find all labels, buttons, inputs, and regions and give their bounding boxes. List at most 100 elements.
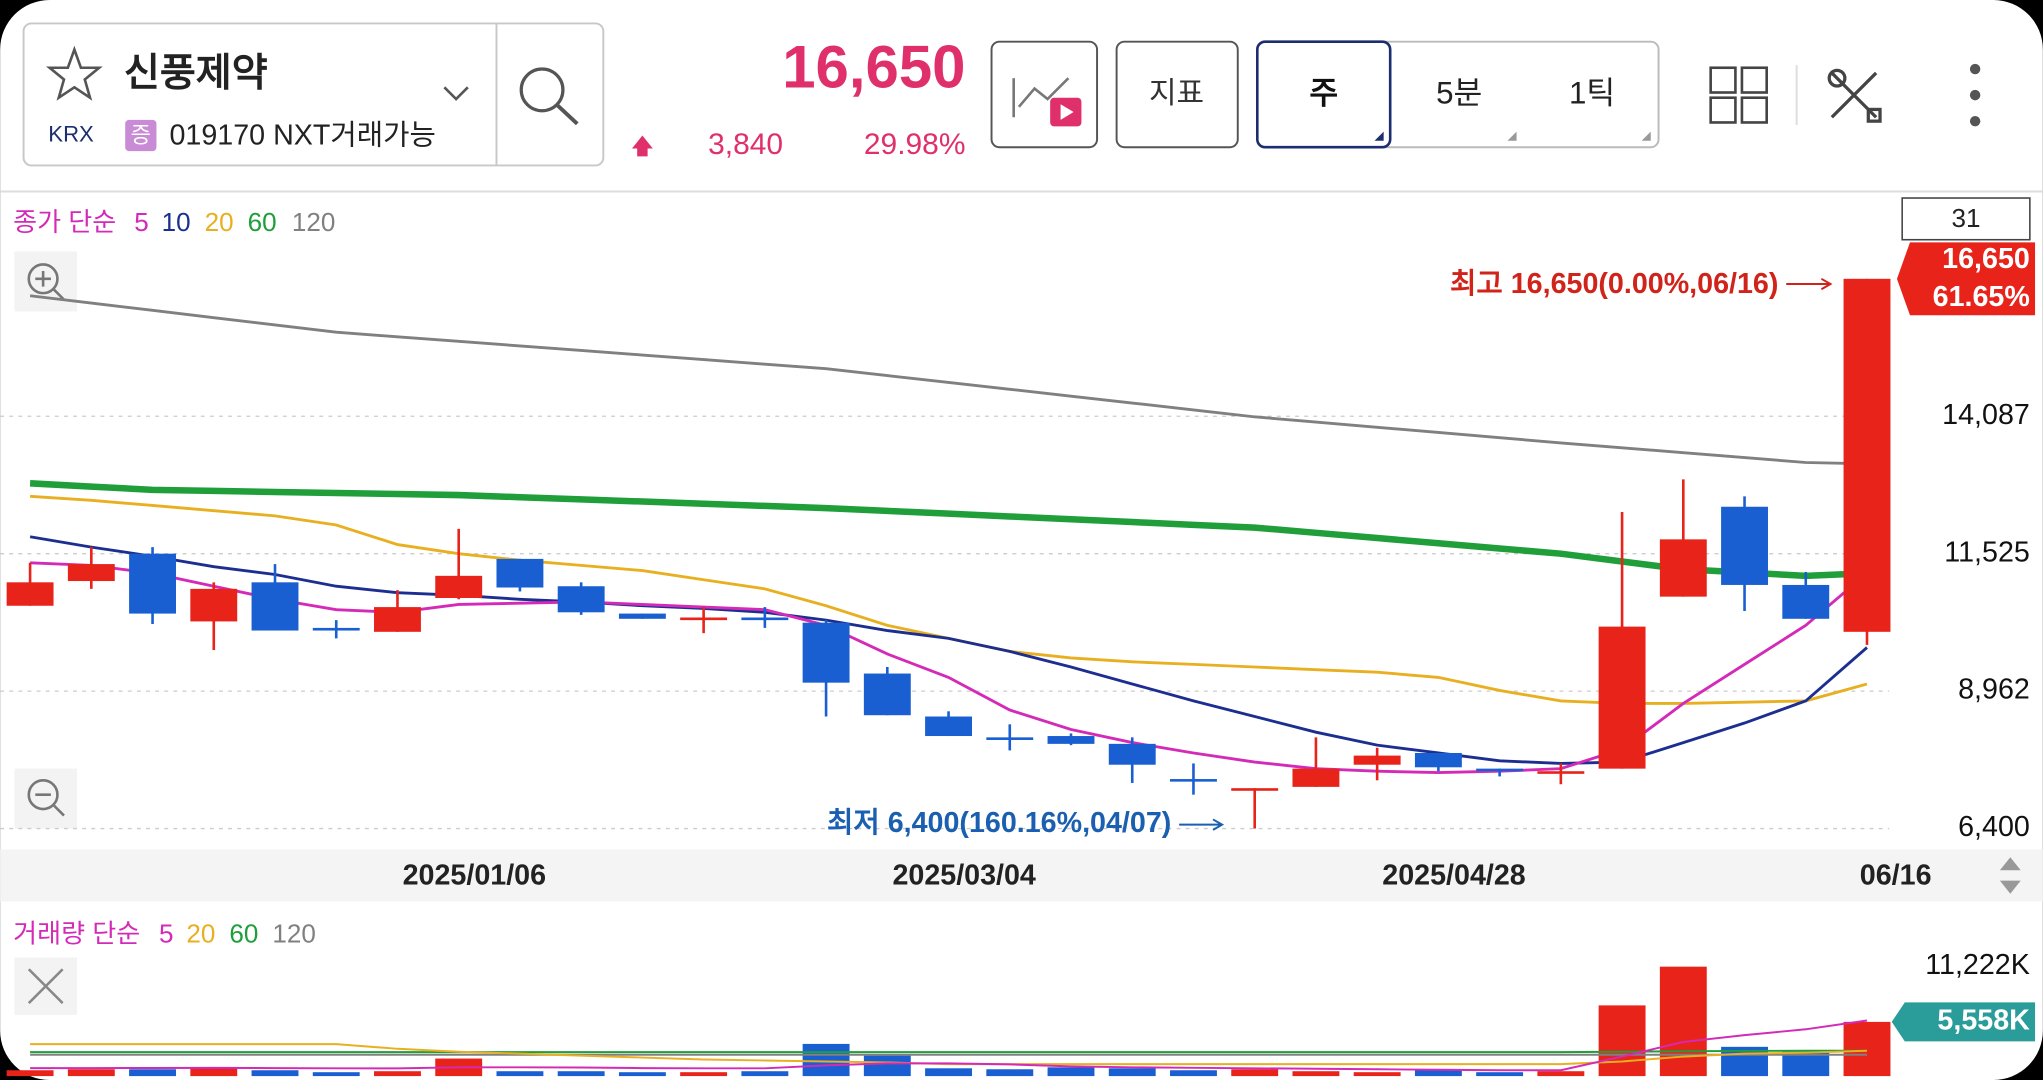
legend-entry: 20 — [186, 918, 215, 948]
x-tick-label: 2025/04/28 — [1382, 859, 1525, 891]
legend-title: 종가 단순 — [13, 207, 116, 237]
dropdown-chevron[interactable] — [443, 86, 469, 101]
zoom-in[interactable] — [14, 251, 77, 312]
period-selected[interactable] — [1255, 40, 1392, 149]
legend-entry: 20 — [205, 207, 234, 237]
volume-bar — [1659, 966, 1707, 1077]
scroll-down[interactable] — [1999, 880, 2021, 894]
candle-body — [1782, 584, 1830, 619]
zoom-out[interactable] — [14, 768, 77, 829]
corner-mark — [1641, 131, 1651, 141]
indicator-label: 지표 — [1149, 77, 1204, 110]
volume-bar — [67, 1069, 115, 1077]
volume-bar — [1598, 1005, 1646, 1077]
high-annotation: 최고 16,650(0.00%,06/16) — [1450, 268, 1778, 300]
layout-icon[interactable] — [1709, 66, 1768, 124]
volume-bar — [190, 1068, 238, 1077]
search-icon[interactable] — [519, 67, 565, 113]
y-tick-label: 8,962 — [1958, 674, 2030, 706]
volume-bar — [1231, 1069, 1279, 1077]
candle-body — [312, 627, 360, 631]
candle-body — [741, 617, 789, 621]
legend-entry: 120 — [272, 918, 315, 948]
last-volume-label: 5,558K — [1937, 1004, 2030, 1036]
volume-bar — [986, 1069, 1034, 1077]
candle-body — [1537, 771, 1585, 774]
badge — [125, 119, 157, 152]
candle-body — [1843, 278, 1891, 632]
x-tick-label: 2025/03/04 — [892, 859, 1035, 891]
moving-average-line — [29, 480, 1868, 580]
candle-body — [863, 673, 911, 716]
legend-entry: 10 — [162, 207, 191, 237]
corner-mark — [1374, 131, 1384, 141]
volume-bar — [618, 1072, 666, 1077]
candle-body — [129, 553, 176, 614]
stock-name: 신풍제약 — [124, 52, 268, 95]
period-count-box — [1901, 197, 2031, 241]
y-tick-label: 11,525 — [1944, 536, 2030, 568]
volume-bar — [6, 1070, 54, 1077]
change-rate: 29.98% — [864, 128, 966, 161]
candle-body — [435, 575, 483, 598]
chart-play-button[interactable] — [990, 40, 1099, 149]
period-option[interactable]: 5분 — [1436, 75, 1482, 110]
volume-bar — [1414, 1070, 1462, 1077]
volume-bar — [1843, 1021, 1891, 1077]
volume-bar — [129, 1069, 176, 1077]
current-price: 16,650 — [782, 33, 965, 100]
play-icon — [1060, 104, 1074, 120]
last-change-label: 61.65% — [1933, 281, 2030, 313]
candle-body — [618, 613, 666, 619]
candle-body — [1353, 755, 1401, 765]
volume-bar — [496, 1071, 544, 1077]
last-volume-tag — [1891, 1002, 2036, 1042]
last-price-label: 16,650 — [1942, 243, 2030, 275]
candle-body — [1659, 539, 1707, 597]
annotation-arrow — [1786, 277, 1833, 291]
volume-bar — [802, 1043, 850, 1077]
chart-icon — [1017, 77, 1070, 108]
volume-bar — [1782, 1051, 1830, 1077]
legend-entry: 60 — [248, 207, 277, 237]
volume-bar — [680, 1072, 728, 1077]
stock-selector[interactable] — [22, 22, 605, 167]
volume-average-line — [30, 1019, 1868, 1072]
badge-text: 증 — [131, 123, 151, 148]
volume-bar — [1353, 1072, 1401, 1077]
candle-body — [986, 737, 1034, 740]
volume-bar — [1537, 1071, 1585, 1077]
favorite-star[interactable] — [45, 45, 103, 101]
volume-average-line — [30, 1049, 1868, 1054]
scroll-up[interactable] — [1999, 857, 2021, 871]
zoom-out-icon — [27, 779, 59, 811]
volume-bar — [863, 1055, 911, 1077]
volume-bar — [1047, 1067, 1095, 1077]
date-axis-band — [0, 849, 2043, 902]
legend-title: 거래량 단순 — [13, 918, 140, 948]
y-tick-label: 6,400 — [1958, 811, 2030, 843]
more-menu[interactable] — [1969, 63, 1981, 127]
candle-body — [1721, 506, 1768, 585]
candle-body — [496, 558, 544, 588]
stock-code: 019170 NXT거래가능 — [169, 119, 435, 151]
tools-icon[interactable] — [1827, 68, 1882, 123]
period-option[interactable]: 주 — [1309, 75, 1338, 110]
volume-bar — [925, 1068, 972, 1077]
last-price-tag — [1896, 242, 2036, 316]
volume-bar — [251, 1070, 299, 1077]
candle-body — [1292, 768, 1340, 787]
candle-body — [6, 582, 54, 606]
candle-body — [251, 582, 299, 631]
zoom-in-icon — [35, 270, 65, 301]
candle-body — [67, 564, 115, 582]
zoom-out-icon — [35, 793, 65, 817]
period-option[interactable]: 1틱 — [1569, 75, 1615, 110]
indicator-button[interactable] — [1115, 40, 1239, 149]
candle-body — [1414, 752, 1462, 768]
candle-body — [1170, 779, 1217, 782]
search-icon — [556, 104, 579, 126]
candle-body — [925, 716, 972, 737]
legend-entry: 60 — [229, 918, 258, 948]
